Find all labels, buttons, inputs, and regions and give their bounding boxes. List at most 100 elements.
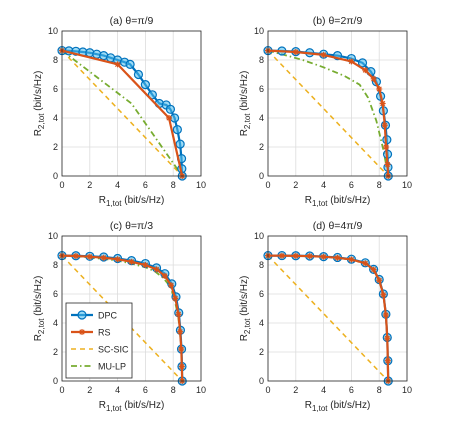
x-tick-label: 2 — [87, 385, 92, 395]
series-sc-sic-line — [61, 255, 183, 382]
x-tick-label: 0 — [59, 180, 64, 190]
x-tick-label: 2 — [293, 385, 298, 395]
x-tick-label: 10 — [402, 385, 412, 395]
y-tick-label: 6 — [53, 84, 58, 94]
dpc-point — [165, 104, 176, 114]
x-tick-label: 8 — [377, 385, 382, 395]
x-tick-label: 4 — [115, 180, 120, 190]
axes-frame — [61, 30, 202, 177]
rs-point — [166, 115, 173, 121]
rs-point — [175, 311, 182, 318]
rs-point — [376, 277, 383, 284]
y-tick-label: 6 — [259, 289, 264, 299]
rs-point — [334, 254, 341, 261]
legend-label: MU-LP — [98, 362, 126, 372]
y-tick-label: 0 — [53, 376, 58, 386]
series-rs-line — [61, 49, 184, 177]
dpc-point — [357, 58, 368, 68]
subplot-b: 0 2 4 6 8 10 0 2 4 6 8 10 (b) θ=2π/9 R1,tot (bit/s/Hz… — [239, 15, 412, 208]
rs-point — [379, 100, 386, 107]
rs-point — [292, 252, 299, 259]
y-axis-label: R2,tot (bit/s/Hz) — [33, 71, 46, 137]
y-tick-label: 8 — [53, 260, 58, 270]
subplot-title: (b) θ=2π/9 — [313, 15, 363, 27]
x-tick-label: 2 — [87, 180, 92, 190]
rs-point — [382, 312, 389, 319]
x-tick-label: 6 — [349, 385, 354, 395]
rs-point — [86, 253, 93, 260]
subplot-title: (d) θ=4π/9 — [313, 220, 363, 232]
subplot-a: 0 2 4 6 8 10 0 2 4 6 8 10 (a) θ=π/9 R1,tot (bit/s/Hz)… — [33, 15, 206, 208]
rs-point — [153, 266, 160, 273]
y-tick-label: 4 — [53, 113, 58, 123]
x-axis-label: R1,tot (bit/s/Hz) — [99, 195, 165, 208]
y-tick-label: 4 — [53, 318, 58, 328]
series-mu-lp-line — [61, 49, 183, 177]
x-tick-label: 0 — [59, 385, 64, 395]
x-tick-label: 0 — [265, 180, 270, 190]
rs-point — [380, 291, 387, 298]
rs-point — [384, 335, 391, 342]
dpc-point — [172, 125, 182, 135]
x-tick-label: 10 — [196, 385, 206, 395]
y-tick-label: 2 — [259, 347, 264, 357]
axes-frame — [61, 235, 202, 382]
y-tick-label: 0 — [259, 171, 264, 181]
rs-point — [72, 253, 79, 260]
x-axis-label: R1,tot (bit/s/Hz) — [305, 400, 371, 413]
series-mu-lp-line — [61, 254, 184, 382]
rs-point — [278, 252, 285, 259]
series-rs-line — [61, 254, 184, 382]
y-tick-label: 10 — [48, 231, 58, 241]
rs-point — [348, 58, 355, 65]
rs-point — [128, 258, 135, 265]
rs-point — [381, 122, 388, 129]
rs-point — [100, 254, 107, 261]
dpc-point — [133, 69, 144, 80]
legend: DPC RS SC-SIC MU-LP — [65, 302, 133, 379]
x-tick-label: 6 — [143, 180, 148, 190]
x-tick-label: 8 — [171, 385, 176, 395]
y-axis-label: R2,tot (bit/s/Hz) — [33, 276, 46, 342]
rs-point — [161, 272, 168, 279]
rs-point — [383, 144, 390, 150]
dpc-point — [147, 90, 157, 100]
rs-point — [370, 266, 377, 273]
y-tick-label: 10 — [48, 26, 58, 36]
rs-point — [362, 260, 369, 267]
rs-point — [370, 75, 377, 82]
x-tick-label: 10 — [402, 180, 412, 190]
rs-point — [178, 346, 185, 353]
axes-frame — [267, 30, 408, 177]
y-axis-label: R2,tot (bit/s/Hz) — [239, 71, 252, 137]
rs-point — [177, 328, 184, 335]
series-sc-sic-line — [61, 50, 183, 177]
subplot-title: (a) θ=π/9 — [110, 15, 154, 27]
dpc-point — [125, 59, 135, 69]
y-tick-label: 2 — [53, 142, 58, 152]
y-tick-label: 8 — [259, 260, 264, 270]
rs-point — [384, 357, 391, 364]
x-tick-label: 2 — [293, 180, 298, 190]
x-tick-label: 8 — [377, 180, 382, 190]
x-tick-label: 6 — [349, 180, 354, 190]
y-tick-label: 6 — [259, 84, 264, 94]
rs-point — [306, 253, 313, 260]
y-tick-label: 2 — [53, 347, 58, 357]
y-tick-label: 8 — [53, 55, 58, 65]
legend-label: SC-SIC — [98, 345, 129, 355]
x-tick-label: 6 — [143, 385, 148, 395]
rs-point — [320, 253, 327, 260]
rs-point — [376, 86, 383, 92]
subplot-title: (c) θ=π/3 — [110, 220, 153, 232]
axes-frame — [267, 235, 408, 382]
series-sc-sic-line — [267, 50, 389, 177]
rs-point — [142, 262, 149, 268]
y-tick-label: 10 — [254, 26, 264, 36]
y-tick-label: 2 — [259, 142, 264, 152]
x-axis-label: R1,tot (bit/s/Hz) — [99, 400, 165, 413]
y-tick-label: 0 — [259, 376, 264, 386]
legend-marker — [77, 310, 87, 320]
dpc-point — [175, 139, 185, 149]
